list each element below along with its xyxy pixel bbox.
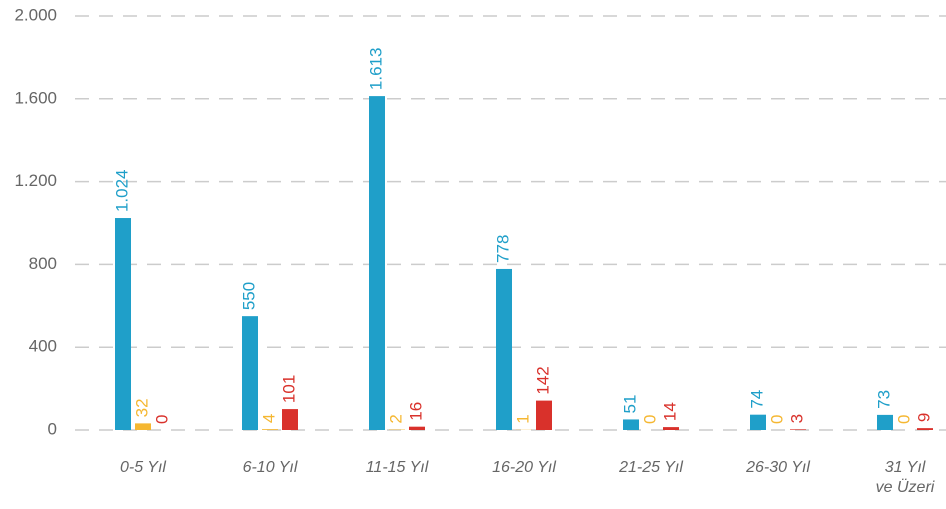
bar [877,414,893,430]
bar [496,268,512,430]
y-tick-label: 800 [29,254,57,273]
value-label: 0 [894,415,913,424]
bar [790,429,806,430]
value-label: 9 [914,413,933,422]
x-tick-label: 16-20 Yıl [492,459,556,476]
value-label: 2 [386,414,405,423]
value-label: 3 [787,414,806,423]
value-label: 73 [874,390,893,409]
value-label: 0 [152,415,171,424]
bar [115,218,131,430]
x-tick-label: 11-15 Yıl [365,459,429,476]
y-tick-label: 1.200 [14,171,57,190]
x-tick-label: 31 Yıl ve Üzeri [875,459,935,496]
value-label: 1.024 [112,169,131,212]
bar [282,409,298,430]
bar [663,427,679,430]
value-label: 0 [640,415,659,424]
value-label: 101 [279,375,298,403]
y-tick-label: 400 [29,337,57,356]
value-label: 550 [239,282,258,310]
bar [242,316,258,430]
y-tick-label: 2.000 [14,5,57,24]
y-tick-label: 0 [48,419,57,438]
value-label: 16 [406,402,425,421]
value-label: 32 [132,398,151,417]
x-tick-label: 6-10 Yıl [242,459,298,476]
value-label: 1.613 [366,48,385,91]
x-tick-label: 0-5 Yıl [120,459,166,476]
value-label: 14 [660,402,679,421]
value-label: 778 [493,235,512,263]
bar [262,429,278,430]
bar [750,414,766,430]
bar [917,428,933,430]
value-label: 51 [620,395,639,414]
value-label: 142 [533,366,552,394]
bar [536,400,552,430]
x-tick-label: 26-30 Yıl [746,459,810,476]
value-label: 4 [259,414,278,423]
bar [409,426,425,430]
value-label: 74 [747,390,766,409]
x-tick-label: 21-25 Yıl [619,459,683,476]
value-label: 0 [767,415,786,424]
bar [623,419,639,430]
y-tick-label: 1.600 [14,88,57,107]
value-label: 1 [513,414,532,423]
bar [135,423,151,430]
bar [369,96,385,430]
